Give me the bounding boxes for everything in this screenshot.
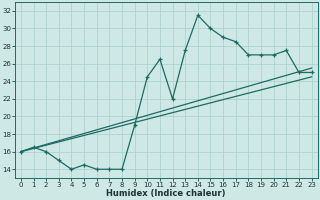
X-axis label: Humidex (Indice chaleur): Humidex (Indice chaleur) bbox=[107, 189, 226, 198]
